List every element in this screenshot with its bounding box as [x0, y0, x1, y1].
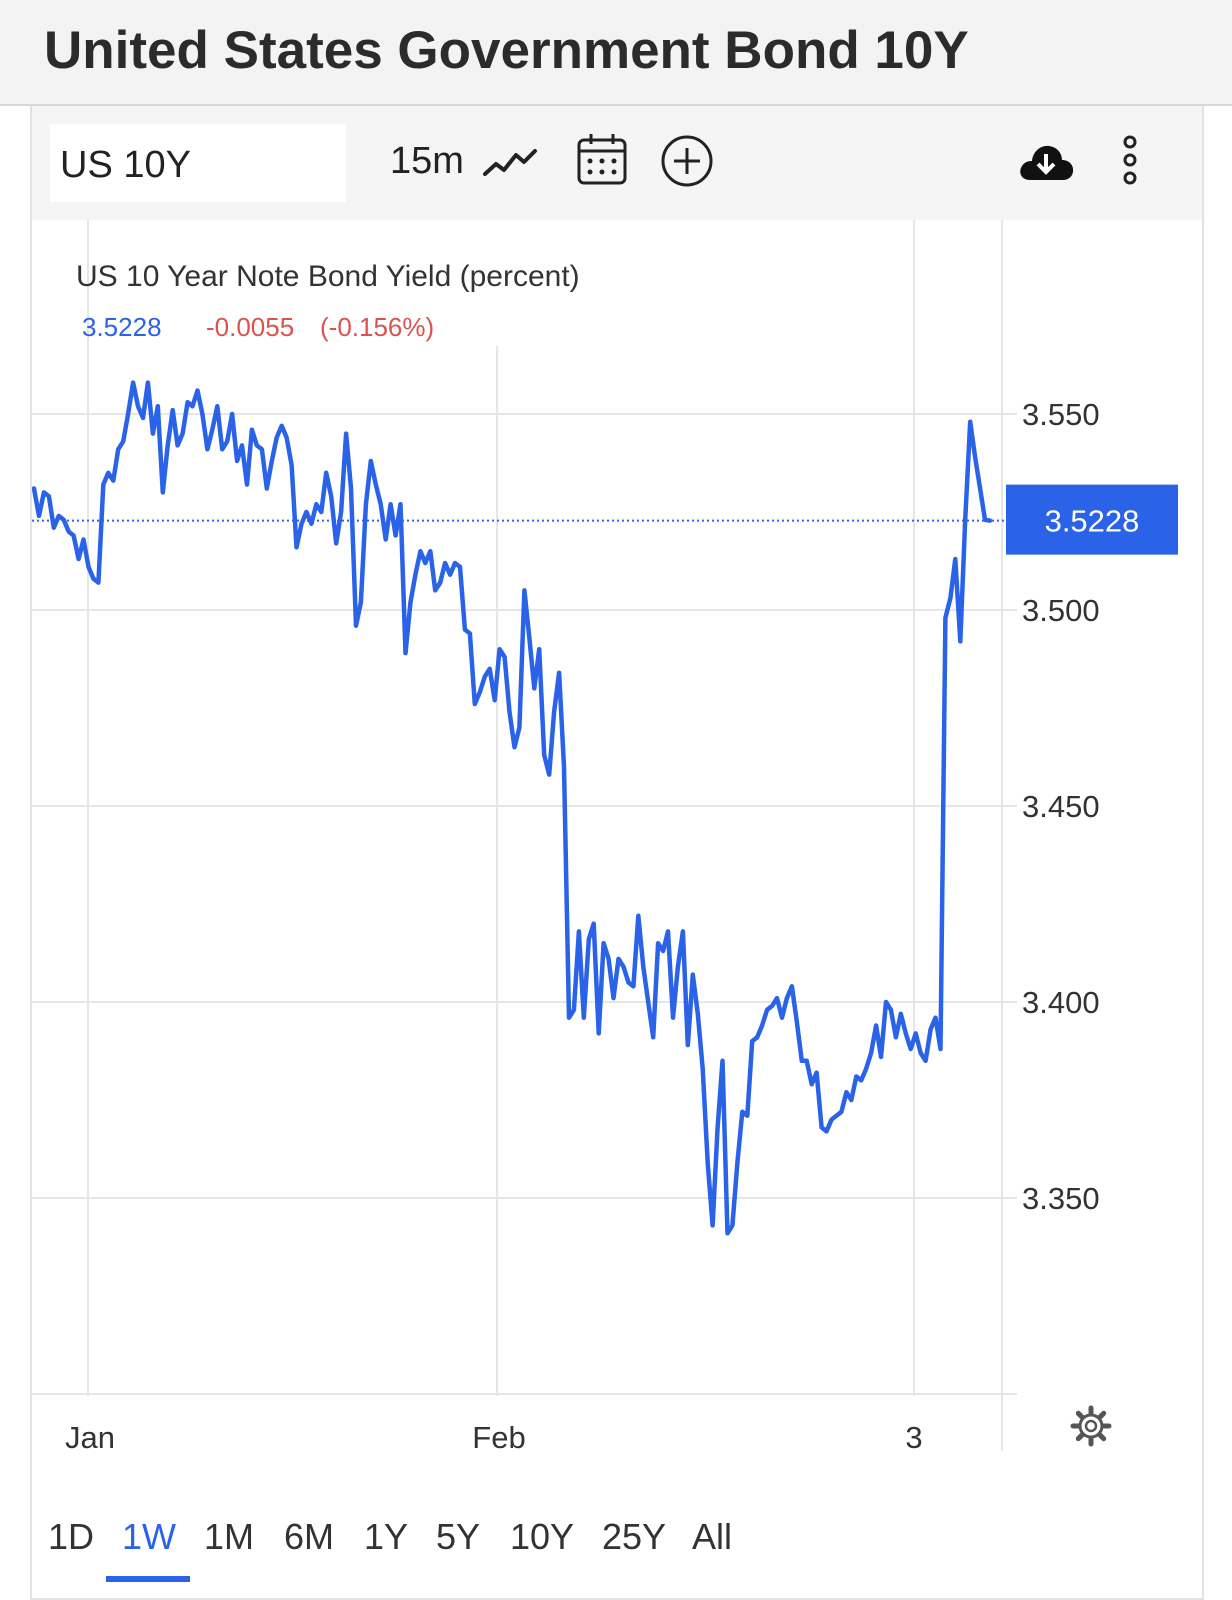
symbol-input[interactable]: US 10Y: [50, 124, 346, 202]
chart-grid: [32, 220, 1017, 1451]
chart-title: US 10 Year Note Bond Yield (percent): [76, 260, 580, 293]
series-line: [32, 380, 993, 1236]
settings-gear-icon[interactable]: [1070, 1405, 1112, 1447]
chart-area[interactable]: US 10 Year Note Bond Yield (percent) 3.5…: [32, 106, 1202, 1506]
page-header: United States Government Bond 10Y: [0, 0, 1232, 106]
chart-widget: US 10Y 15m: [30, 106, 1204, 1600]
y-tick-label: 3.550: [1022, 397, 1100, 432]
series-layer: [32, 380, 993, 1236]
x-tick-label: 3: [905, 1420, 922, 1455]
y-tick-label: 3.400: [1022, 985, 1100, 1020]
y-tick-label: 3.350: [1022, 1181, 1100, 1216]
range-button-1w[interactable]: 1W: [122, 1516, 176, 1557]
chart-toolbar: US 10Y 15m: [32, 106, 1202, 220]
quote-change-pct: (-0.156%): [320, 312, 434, 342]
add-compare-icon[interactable]: [660, 134, 714, 188]
quote-change: -0.0055: [206, 312, 294, 342]
range-button-1m[interactable]: 1M: [204, 1516, 255, 1557]
range-selector: 1D 1W 1M 6M 1Y 5Y 10Y 25Y All: [32, 1506, 792, 1586]
active-range-underline: [106, 1576, 190, 1582]
y-tick-label: 3.450: [1022, 789, 1100, 824]
range-button-5y[interactable]: 5Y: [436, 1516, 481, 1557]
last-price-layer: 3.5228: [32, 484, 1178, 555]
range-button-1d[interactable]: 1D: [48, 1516, 95, 1557]
calendar-icon[interactable]: [576, 132, 628, 186]
y-tick-label: 3.500: [1022, 593, 1100, 628]
x-tick-label: Feb: [472, 1420, 525, 1455]
x-tick-label: Jan: [65, 1420, 115, 1455]
page-title: United States Government Bond 10Y: [44, 21, 969, 80]
last-price-badge: [1006, 484, 1178, 555]
interval-selector[interactable]: 15m: [390, 140, 464, 182]
more-menu-icon[interactable]: [1118, 132, 1142, 192]
last-price-label: 3.5228: [1045, 504, 1140, 539]
range-button-25y[interactable]: 25Y: [602, 1516, 667, 1557]
range-button-6m[interactable]: 6M: [284, 1516, 335, 1557]
download-cloud-icon[interactable]: [1016, 140, 1076, 184]
range-button-1y[interactable]: 1Y: [364, 1516, 409, 1557]
x-axis: Jan Feb 3: [65, 1420, 923, 1455]
quote-last: 3.5228: [82, 312, 162, 342]
range-button-10y[interactable]: 10Y: [510, 1516, 575, 1557]
line-chart-icon[interactable]: [482, 146, 538, 180]
range-button-all[interactable]: All: [692, 1516, 733, 1557]
